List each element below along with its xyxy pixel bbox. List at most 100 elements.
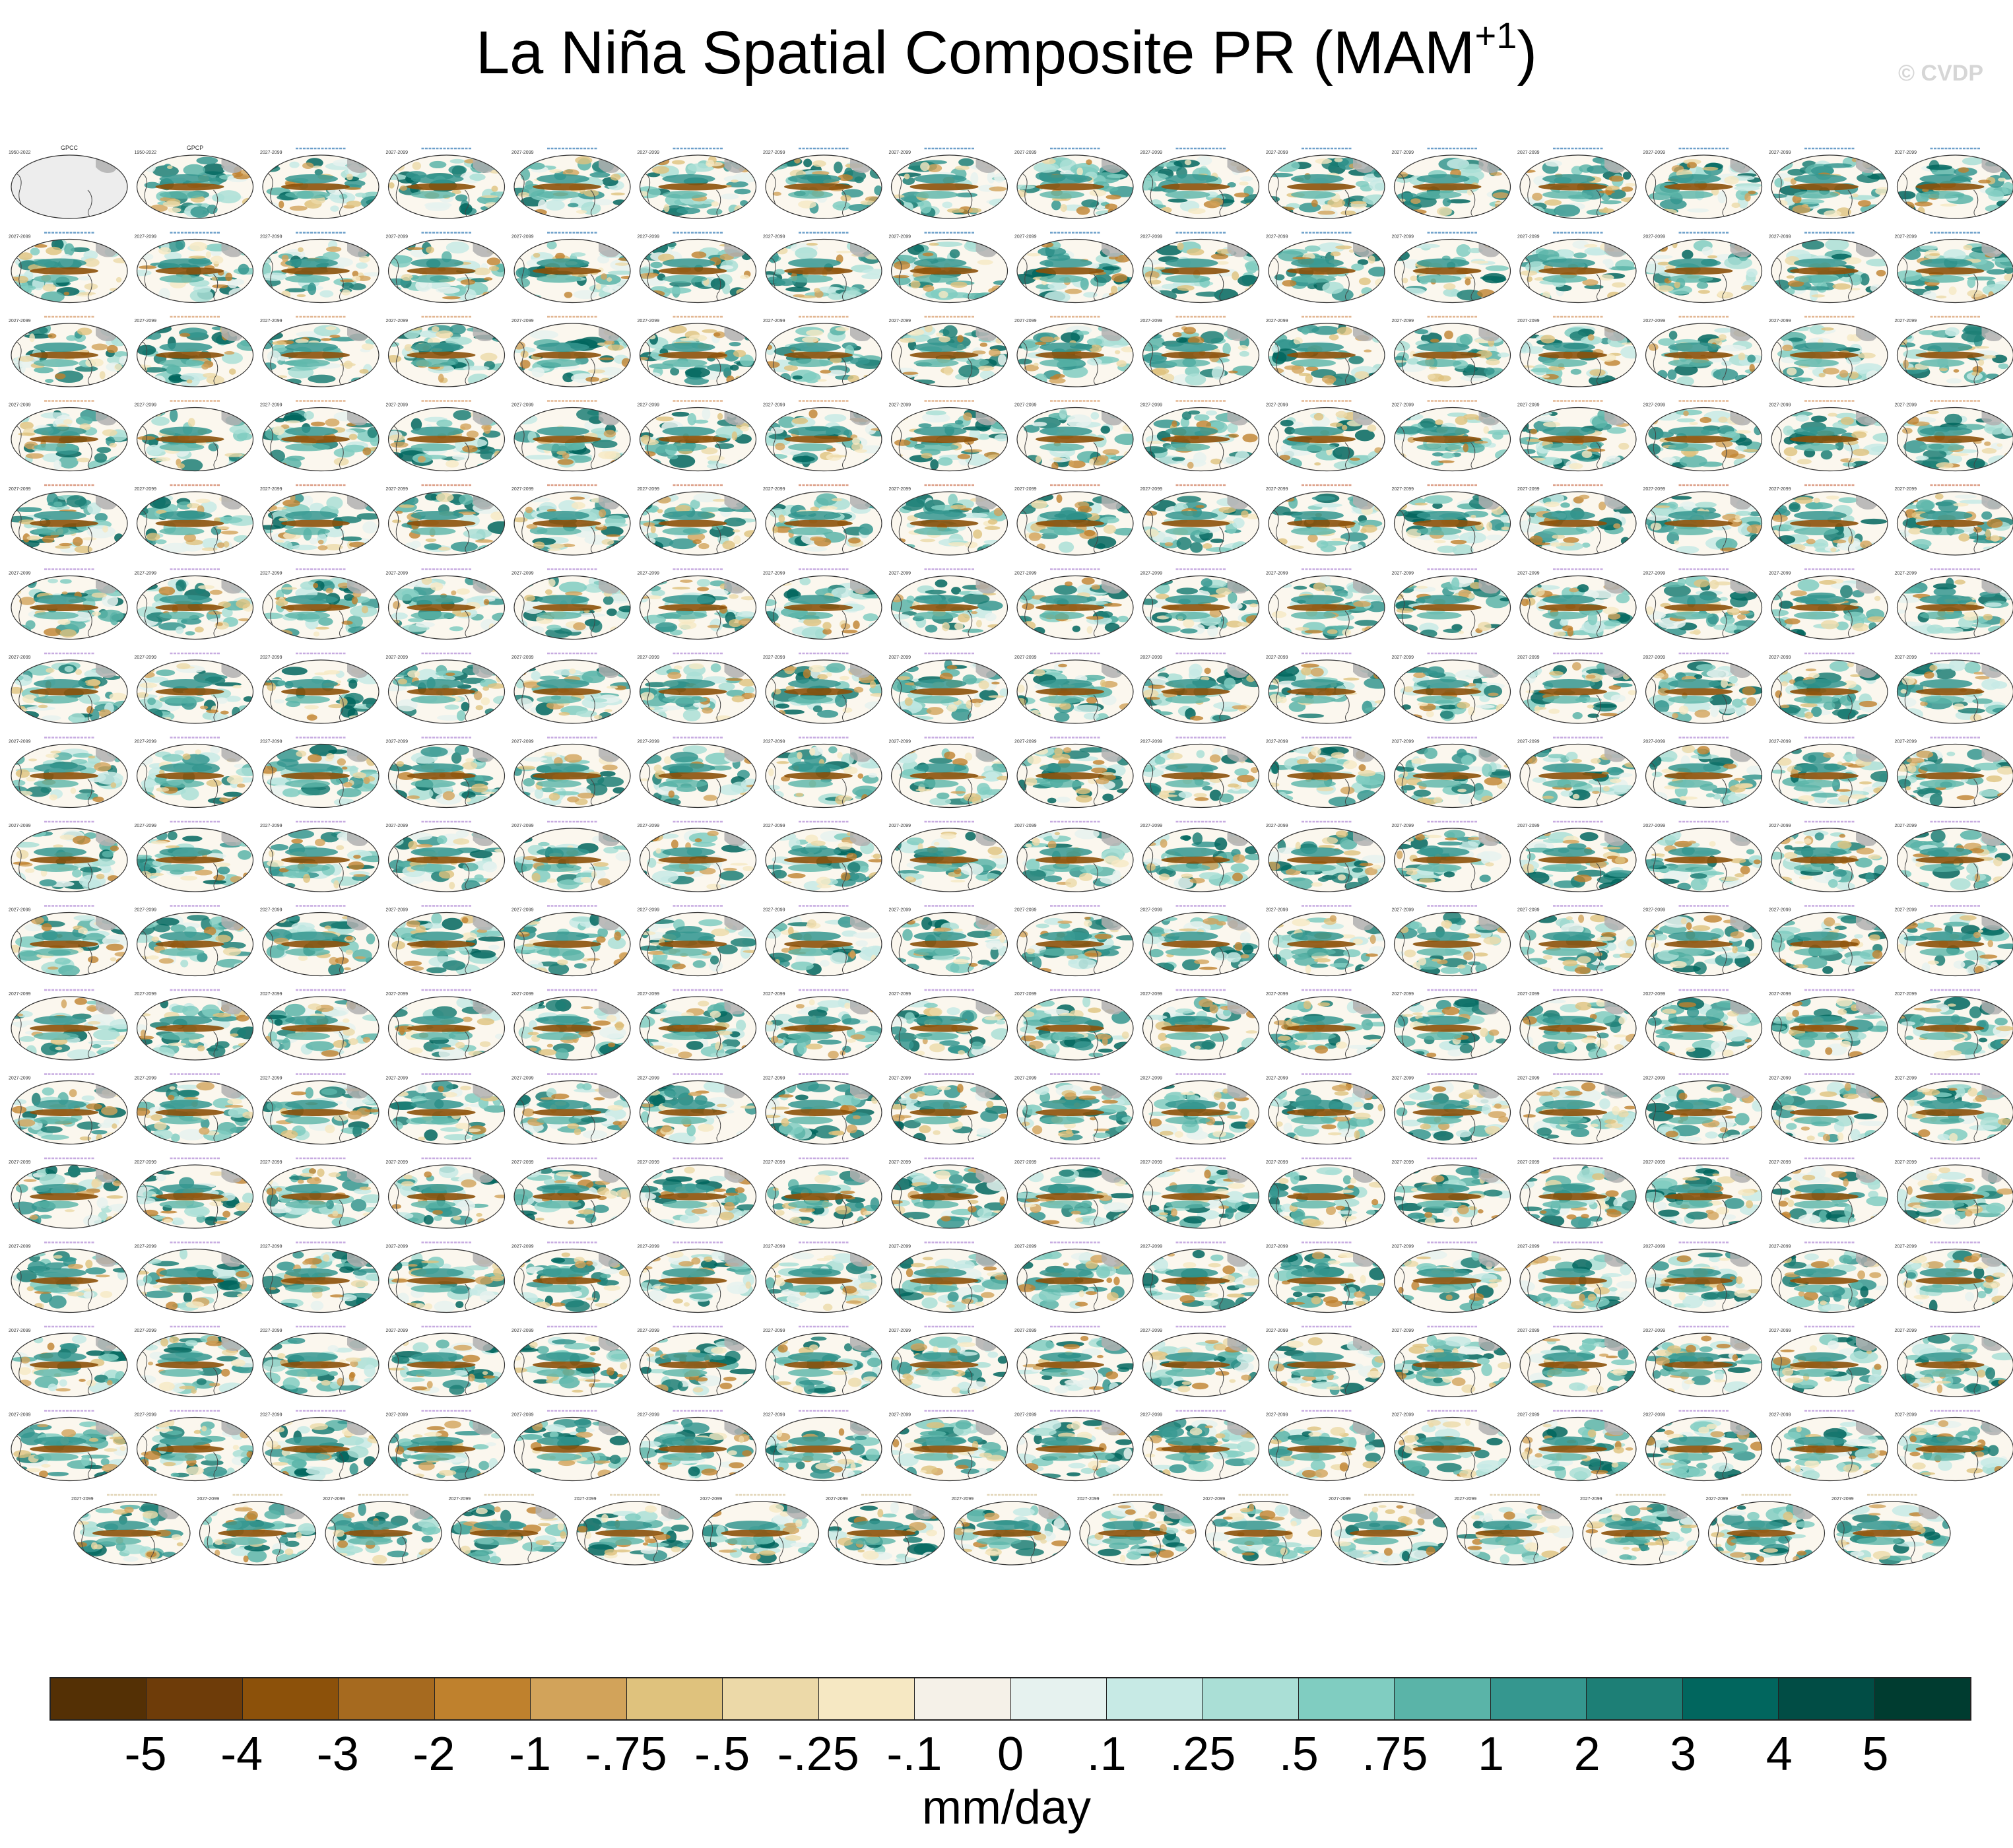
map-panel: 2027-2099	[1643, 737, 1763, 808]
map-panel: 2027-2099	[826, 1494, 945, 1566]
map-panel: 2027-2099	[386, 484, 506, 556]
panel-period: 2027-2099	[260, 908, 282, 913]
map-panel: 2027-2099	[1140, 568, 1260, 640]
map-panel: 2027-2099	[1895, 905, 2013, 977]
map-panel: 2027-2099	[1643, 400, 1763, 472]
panel-period: 2027-2099	[1140, 1076, 1163, 1081]
map-panel: 2027-2099	[135, 1410, 254, 1482]
panel-period: 2027-2099	[1014, 1413, 1037, 1418]
map-panel: 2027-2099	[135, 568, 254, 640]
panel-period: 2027-2099	[1769, 319, 1791, 323]
map-panel: 2027-2099	[1140, 905, 1260, 977]
panel-period: 2027-2099	[1895, 1160, 1917, 1165]
map-panel: 2027-2099	[638, 400, 757, 472]
panel-period: 2027-2099	[763, 1160, 785, 1165]
map-panel: 2027-2099	[1517, 147, 1637, 219]
map-panel: 2027-2099	[1014, 400, 1134, 472]
map-panel: 2027-2099	[1643, 1325, 1763, 1397]
colorbar-tick-label: 3	[1670, 1728, 1697, 1781]
colorbar-tick-label: -1	[508, 1728, 552, 1781]
map-panel: 2027-2099	[1392, 905, 1511, 977]
map-panel: 2027-2099	[1643, 315, 1763, 387]
panel-period: 2027-2099	[1266, 150, 1288, 155]
panel-period: 2027-2099	[1392, 403, 1414, 408]
panel-period: 2027-2099	[1266, 1245, 1288, 1249]
panel-period: 2027-2099	[889, 572, 911, 576]
panel-period: 2027-2099	[1895, 1413, 1917, 1418]
map-panel: 2027-2099	[763, 484, 882, 556]
map-panel: 2027-2099	[1895, 315, 2013, 387]
colorbar-tick-label: -.5	[694, 1728, 750, 1781]
map-panel: 2027-2099	[700, 1494, 820, 1566]
map-panel: 2027-2099	[763, 147, 882, 219]
map-panel: 2027-2099	[1203, 1494, 1323, 1566]
map-panel: 2027-2099	[512, 484, 631, 556]
title-superscript: +1	[1474, 15, 1517, 56]
panel-period: 2027-2099	[512, 1329, 534, 1333]
map-panel: 2027-2099	[1266, 652, 1385, 724]
map-panel: 2027-2099	[1392, 1073, 1511, 1145]
panel-period: 2027-2099	[763, 1076, 785, 1081]
panel-period: 2027-2099	[260, 992, 282, 997]
map-panel: 2027-2099	[763, 737, 882, 808]
panel-period: 2027-2099	[1014, 1245, 1037, 1249]
panel-period: 2027-2099	[638, 235, 660, 240]
map-panel: 2027-2099	[638, 315, 757, 387]
map-panel: 2027-2099	[512, 1325, 631, 1397]
panel-period: 2027-2099	[763, 908, 785, 913]
map-panel: 2027-2099	[1643, 568, 1763, 640]
map-panel: 2027-2099	[1769, 820, 1888, 892]
panel-period: 2027-2099	[763, 487, 785, 492]
map-panel: 2027-2099	[9, 1157, 128, 1229]
colorbar-tick-label: -.25	[777, 1728, 859, 1781]
map-panel: 2027-2099	[638, 232, 757, 304]
map-panel: 2027-2099	[638, 1073, 757, 1145]
map-panel: 2027-2099	[763, 1325, 882, 1397]
panel-period: 2027-2099	[638, 1160, 660, 1165]
map-panel: 2027-2099	[1266, 1241, 1385, 1313]
panel-period: 2027-2099	[260, 1413, 282, 1418]
panel-period: 2027-2099	[512, 824, 534, 828]
map-panel: 2027-2099	[260, 147, 380, 219]
map-panel: 2027-2099	[638, 1410, 757, 1482]
panel-title: GPCP	[187, 145, 204, 151]
map-panel: 2027-2099	[1643, 652, 1763, 724]
panel-period: 2027-2099	[1643, 487, 1666, 492]
panel-period: 2027-2099	[1140, 572, 1163, 576]
map-panel: 2027-2099	[1517, 1073, 1637, 1145]
panel-period: 2027-2099	[135, 1160, 157, 1165]
panel-period: 2027-2099	[1895, 655, 1917, 660]
panel-period: 2027-2099	[763, 403, 785, 408]
panel-period: 2027-2099	[135, 1329, 157, 1333]
panel-period: 2027-2099	[1266, 824, 1288, 828]
map-panel: 2027-2099	[1769, 232, 1888, 304]
panel-period: 2027-2099	[1643, 572, 1666, 576]
map-panel: 2027-2099	[889, 1241, 1008, 1313]
panel-period: 2027-2099	[135, 992, 157, 997]
panel-period: 2027-2099	[889, 403, 911, 408]
map-panel: 2027-2099	[889, 1073, 1008, 1145]
colorbar-swatch	[434, 1678, 531, 1719]
panel-period: 2027-2099	[1392, 992, 1414, 997]
panel-period: 2027-2099	[260, 1329, 282, 1333]
panel-period: 2027-2099	[386, 1245, 409, 1249]
colorbar-tick-label: -2	[412, 1728, 455, 1781]
panel-period: 2027-2099	[512, 319, 534, 323]
colorbar-tick-label: -.1	[886, 1728, 942, 1781]
panel-period: 2027-2099	[9, 403, 31, 408]
panel-period: 1950-2022	[9, 150, 31, 155]
panel-period: 2027-2099	[260, 572, 282, 576]
map-panel: 2027-2099	[449, 1494, 568, 1566]
map-panel: 2027-2099	[1895, 1073, 2013, 1145]
map-panel: 2027-2099	[1895, 1410, 2013, 1482]
panel-period: 2027-2099	[9, 908, 31, 913]
panel-period: 2027-2099	[889, 655, 911, 660]
panel-period: 2027-2099	[1392, 150, 1414, 155]
map-panel: 2027-2099	[889, 484, 1008, 556]
map-panel: 2027-2099	[1895, 737, 2013, 808]
panel-period: 2027-2099	[1392, 319, 1414, 323]
map-panel: 2027-2099	[1769, 652, 1888, 724]
map-panel: 2027-2099	[1014, 737, 1134, 808]
map-panel: 2027-2099	[1643, 484, 1763, 556]
panel-period: 2027-2099	[512, 992, 534, 997]
